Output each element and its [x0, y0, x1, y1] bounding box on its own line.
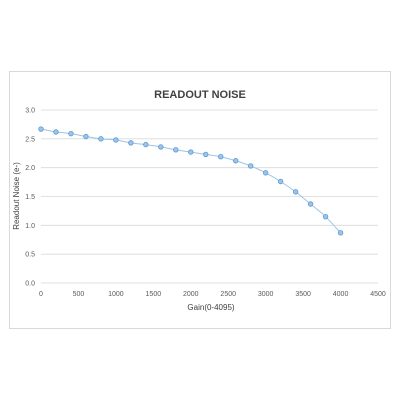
- x-tick-label: 4500: [370, 291, 386, 298]
- data-point: [158, 144, 164, 150]
- data-point: [262, 170, 269, 176]
- y-tick-label: 3.0: [25, 108, 35, 115]
- data-point: [277, 178, 284, 185]
- data-point: [128, 140, 134, 146]
- data-point: [53, 129, 59, 135]
- data-point: [218, 154, 224, 160]
- y-tick-label: 1.5: [25, 194, 35, 201]
- chart-frame: [9, 71, 391, 329]
- y-tick-labels: 0.0 0.5 1.0 1.5 2.0 2.5 3.0: [25, 108, 35, 288]
- y-tick-label: 1.0: [25, 223, 35, 230]
- x-tick-label: 2000: [183, 291, 199, 298]
- data-point: [203, 151, 209, 158]
- data-point: [307, 201, 314, 207]
- data-point: [188, 149, 194, 155]
- data-point: [143, 141, 149, 148]
- series-trendline: [40, 128, 341, 234]
- data-point: [337, 230, 344, 236]
- x-tick-label: 4000: [333, 291, 349, 298]
- x-tick-label: 3500: [295, 291, 311, 298]
- data-point: [233, 158, 239, 164]
- x-tick-label: 3000: [258, 291, 274, 298]
- data-point: [68, 130, 74, 137]
- y-tick-label: 2.5: [25, 136, 35, 143]
- data-point: [173, 147, 179, 153]
- x-tick-label: 1500: [146, 291, 162, 298]
- y-axis-label: Readout Noise (e-): [12, 162, 21, 230]
- x-tick-label: 0: [39, 291, 43, 298]
- x-axis-label: Gain(0-4095): [187, 303, 234, 312]
- x-tick-labels: 0 500 1000 1500 2000 2500 3000 3500 4000 4500: [39, 291, 386, 298]
- data-point: [247, 163, 254, 169]
- data-point: [113, 137, 119, 143]
- data-point: [98, 136, 104, 142]
- x-tick-label: 1000: [108, 291, 124, 298]
- data-point: [38, 126, 44, 132]
- y-tick-label: 0.5: [25, 252, 35, 259]
- data-points: [38, 126, 344, 236]
- gridlines: [41, 109, 378, 284]
- data-point: [292, 189, 299, 195]
- y-tick-label: 2.0: [25, 165, 35, 172]
- chart-title: READOUT NOISE: [154, 89, 246, 101]
- data-point: [83, 133, 89, 140]
- x-tick-label: 500: [73, 291, 85, 298]
- y-tick-label: 0.0: [25, 281, 35, 288]
- x-tick-label: 2500: [220, 291, 236, 298]
- data-point: [322, 213, 329, 220]
